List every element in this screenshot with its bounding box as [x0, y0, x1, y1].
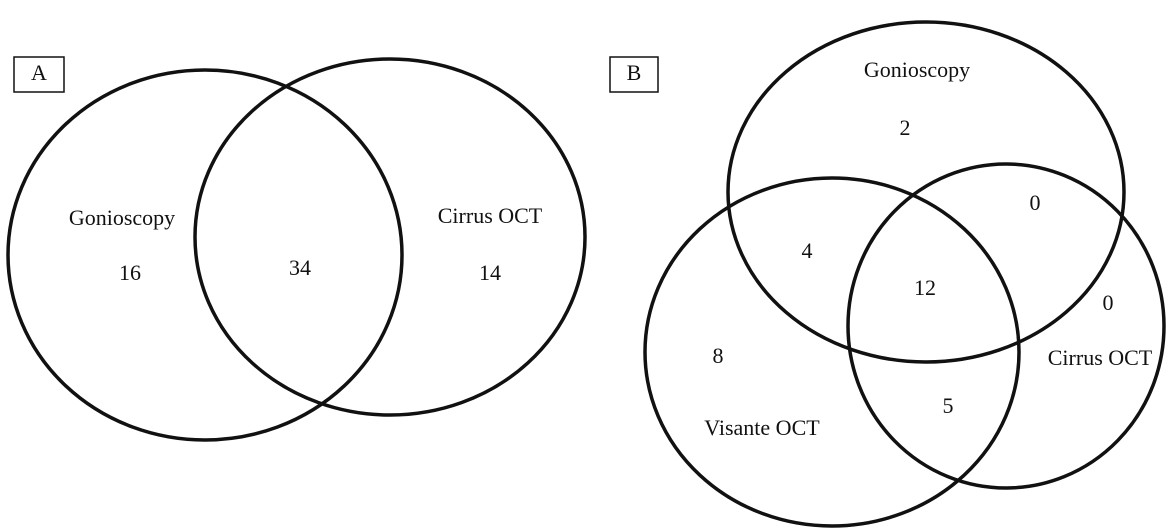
panel-b: B Gonioscopy Cirrus OCT Visante OCT 2 0 …: [609, 20, 1166, 528]
set-label: Gonioscopy: [864, 57, 970, 82]
region-count: 8: [713, 343, 724, 368]
region-count: 14: [479, 260, 501, 285]
region-count: 0: [1103, 290, 1114, 315]
set-circle: [846, 162, 1166, 490]
set-label: Visante OCT: [704, 415, 820, 440]
region-count: 16: [119, 260, 141, 285]
set-label: Gonioscopy: [69, 205, 175, 230]
region-count: 4: [802, 238, 813, 263]
set-label: Cirrus OCT: [438, 203, 543, 228]
region-count: 5: [943, 393, 954, 418]
region-count: 12: [914, 275, 936, 300]
panel-label: A: [31, 60, 47, 85]
panel-a: A Gonioscopy Cirrus OCT 16 34 14: [6, 56, 587, 442]
region-count: 0: [1030, 190, 1041, 215]
set-circle: [726, 20, 1126, 364]
set-circle: [6, 68, 404, 442]
panel-label-box: [13, 56, 65, 93]
set-circle: [193, 57, 587, 417]
panel-label: B: [627, 60, 642, 85]
set-circle: [643, 176, 1021, 528]
region-count: 2: [900, 115, 911, 140]
set-label: Cirrus OCT: [1048, 345, 1153, 370]
panel-label-box: [609, 56, 659, 93]
region-count: 34: [289, 255, 311, 280]
